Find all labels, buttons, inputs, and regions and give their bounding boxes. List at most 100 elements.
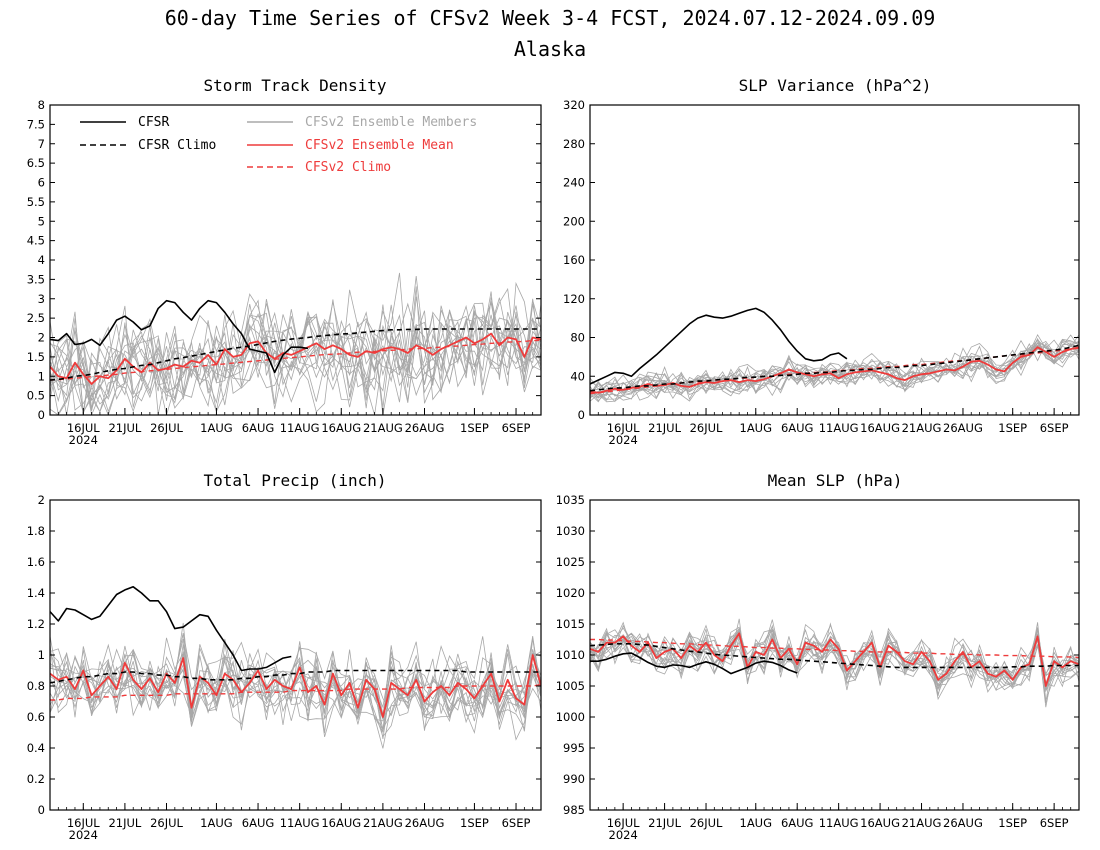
y-tick-label: 7: [38, 137, 45, 151]
ensemble-member-line: [50, 644, 541, 749]
y-tick-label: 1.8: [27, 524, 45, 538]
x-tick-label: 26AUG: [943, 421, 983, 435]
y-tick-label: 5.5: [27, 195, 45, 209]
series-line-ensemble-mean: [50, 332, 541, 385]
ensemble-members: [50, 272, 541, 415]
y-tick-label: 80: [570, 331, 585, 345]
x-tick-label: 21JUL: [108, 421, 141, 435]
x-tick-label: 6SEP: [1040, 816, 1069, 830]
x-tick-label: 1SEP: [460, 421, 489, 435]
y-tick-label: 1035: [556, 493, 585, 507]
x-tick-label: 26AUG: [943, 816, 983, 830]
y-tick-label: 3: [38, 292, 45, 306]
x-tick-label: 21AUG: [902, 816, 942, 830]
legend-label-cfsv2-climo: CFSv2 Climo: [305, 160, 391, 175]
x-tick-label: 21JUL: [108, 816, 141, 830]
panel-title-slp-variance: SLP Variance (hPa^2): [739, 76, 932, 95]
ensemble-member-line: [50, 637, 541, 732]
series-lines: [50, 299, 541, 385]
y-tick-label: 5: [38, 214, 45, 228]
figure-title: 60-day Time Series of CFSv2 Week 3-4 FCS…: [165, 6, 936, 30]
series-line-cfsr-climo: [50, 328, 541, 381]
x-tick-label: 1AUG: [740, 421, 773, 435]
x-year-label: 2024: [609, 433, 638, 447]
y-tick-label: 0: [38, 803, 45, 817]
y-tick-label: 1000: [556, 710, 585, 724]
y-tick-label: 1030: [556, 524, 585, 538]
y-tick-label: 1: [38, 369, 45, 383]
y-tick-label: 1.2: [27, 617, 45, 631]
x-year-label: 2024: [69, 433, 98, 447]
x-tick-label: 26JUL: [150, 816, 183, 830]
ensemble-member-line: [590, 618, 1079, 687]
panel-total-precip: Total Precip (inch) 0 0.2 0.4 0.6 0.8 1 1.2 1.4…: [27, 471, 542, 842]
ensemble-member-line: [590, 627, 1079, 701]
x-tick-label: 21AUG: [363, 816, 403, 830]
y-tick-label: 1005: [556, 679, 585, 693]
series-line-cfsr: [50, 585, 292, 672]
panel-storm-track-density: Storm Track Density 0 0.5 1 1.5 2 2.5 3 3.5 4 4.5…: [27, 76, 542, 447]
x-tick-label: 26AUG: [405, 816, 445, 830]
y-tick-label: 0.8: [27, 679, 45, 693]
series-line-cfsv2-climo: [50, 339, 541, 381]
x-year-label: 2024: [609, 828, 638, 842]
y-tick-label: 280: [563, 137, 585, 151]
panel-title-total-precip: Total Precip (inch): [203, 471, 386, 490]
y-tick-label: 1015: [556, 617, 585, 631]
ensemble-member-line: [50, 296, 541, 413]
y-tick-label: 200: [563, 214, 585, 228]
series-line-cfsr: [590, 652, 798, 675]
legend-label-mean: CFSv2 Ensemble Mean: [305, 138, 454, 153]
series-lines: [590, 307, 1079, 395]
x-tick-label: 6SEP: [502, 421, 531, 435]
x-tick-label: 26AUG: [405, 421, 445, 435]
ensemble-member-line: [50, 302, 541, 408]
y-tick-label: 1: [38, 648, 45, 662]
ensemble-member-line: [50, 276, 541, 409]
x-tick-label: 6SEP: [1040, 421, 1069, 435]
x-tick-label: 16JUL: [67, 816, 100, 830]
series-line-cfsr: [590, 307, 848, 385]
ensemble-members: [590, 333, 1079, 403]
ensemble-member-line: [50, 648, 541, 732]
figure-subtitle: Alaska: [514, 37, 586, 61]
ensemble-member-line: [590, 337, 1079, 400]
panel-slp-variance: SLP Variance (hPa^2) 0 40 80 120 160 200 240 28…: [563, 76, 1080, 447]
ensemble-member-line: [590, 627, 1079, 704]
x-tick-label: 16JUL: [607, 816, 640, 830]
y-tick-label: 1020: [556, 586, 585, 600]
y-tick-label: 1025: [556, 555, 585, 569]
series-line-cfsr-climo: [590, 344, 1079, 392]
y-tick-label: 1010: [556, 648, 585, 662]
x-tick-label: 16AUG: [860, 421, 900, 435]
x-tick-label: 11AUG: [280, 421, 320, 435]
x-tick-label: 26JUL: [690, 421, 723, 435]
ensemble-member-line: [50, 303, 541, 411]
y-tick-label: 240: [563, 176, 585, 190]
plot-frame: [49, 499, 542, 811]
x-tick-label: 6AUG: [242, 816, 275, 830]
series-line-cfsr-climo: [590, 642, 1079, 669]
x-tick-label: 11AUG: [280, 816, 320, 830]
x-tick-label: 1SEP: [460, 816, 489, 830]
series-line-cfsr-climo: [50, 669, 541, 684]
y-tick-label: 1.4: [27, 586, 45, 600]
y-tick-label: 0.4: [27, 741, 45, 755]
x-tick-label: 21JUL: [648, 421, 681, 435]
y-tick-label: 990: [563, 772, 585, 786]
x-tick-label: 21JUL: [648, 816, 681, 830]
ensemble-member-line: [590, 345, 1079, 403]
x-tick-label: 16JUL: [607, 421, 640, 435]
y-tick-label: 4: [38, 253, 45, 267]
y-tick-label: 120: [563, 292, 585, 306]
y-tick-label: 985: [563, 803, 585, 817]
x-tick-label: 11AUG: [819, 816, 859, 830]
y-tick-label: 6: [38, 176, 45, 190]
y-tick-label: 0.6: [27, 710, 45, 724]
series-line-cfsr: [50, 299, 309, 374]
y-tick-label: 0: [38, 408, 45, 422]
x-tick-label: 26JUL: [150, 421, 183, 435]
y-tick-label: 0.2: [27, 772, 45, 786]
ensemble-members: [50, 622, 541, 749]
x-tick-label: 1AUG: [200, 421, 233, 435]
